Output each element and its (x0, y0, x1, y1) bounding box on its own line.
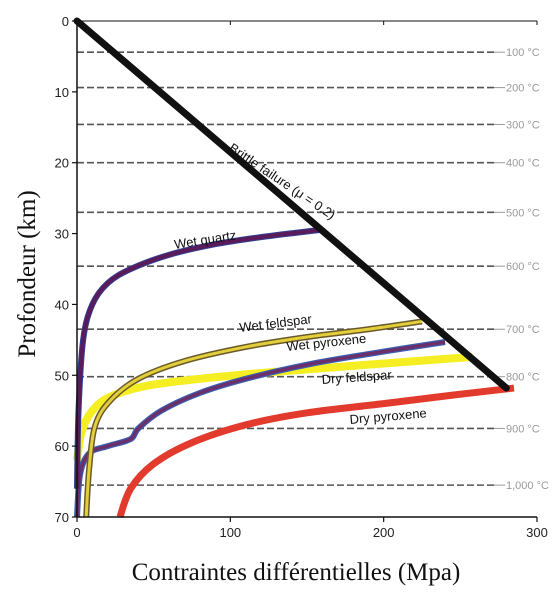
x-axis-title: Contraintes différentielles (Mpa) (132, 559, 461, 586)
isotherm-label: 700 °C (506, 324, 540, 336)
y-tick-label: 50 (55, 368, 69, 383)
isotherm-label: 400 °C (506, 158, 540, 170)
y-tick-label: 60 (55, 439, 69, 454)
isotherm-label: 900 °C (506, 423, 540, 435)
isotherm-label: 600 °C (506, 261, 540, 273)
label-dry-pyroxene: Dry pyroxene (349, 405, 427, 427)
isotherm-label: 100 °C (506, 47, 540, 59)
y-tick-label: 30 (55, 227, 69, 242)
y-tick-label: 40 (55, 297, 69, 312)
y-tick-label: 0 (62, 14, 69, 29)
y-axis-title: Profondeur (km) (14, 190, 41, 357)
dry-feldspar-curve (73, 352, 473, 461)
y-tick-label: 10 (55, 85, 69, 100)
isotherm-grid: 100 °C 200 °C 300 °C 400 °C 500 °C 600 °C 700 … (77, 47, 549, 492)
label-brittle-failure: Brittle failure (μ = 0.2) (226, 140, 338, 222)
wet-quartz-curve (75, 228, 320, 489)
isotherm-label: 800 °C (506, 372, 540, 384)
x-tick-label: 200 (373, 525, 395, 540)
isotherm-label: 300 °C (506, 119, 540, 131)
dry-pyroxene-curve (116, 384, 515, 519)
axes: 0 10 20 30 40 50 60 70 0 100 200 300 (55, 14, 548, 540)
wet-feldspar-curve (84, 319, 423, 518)
x-tick-label: 0 (73, 525, 80, 540)
isotherm-label: 200 °C (506, 83, 540, 95)
y-tick-label: 70 (55, 510, 69, 525)
label-wet-feldspar: Wet feldspar (239, 311, 314, 335)
label-dry-feldspar: Dry feldspar (321, 367, 393, 387)
isotherm-label: 500 °C (506, 207, 540, 219)
y-tick-label: 20 (55, 156, 69, 171)
flow-law-curves (73, 17, 515, 519)
label-wet-pyroxene: Wet pyroxene (286, 331, 367, 354)
brittle-failure-line (73, 17, 510, 392)
x-tick-label: 100 (219, 525, 241, 540)
x-tick-label: 300 (526, 525, 548, 540)
isotherm-label: 1,000 °C (506, 480, 549, 492)
